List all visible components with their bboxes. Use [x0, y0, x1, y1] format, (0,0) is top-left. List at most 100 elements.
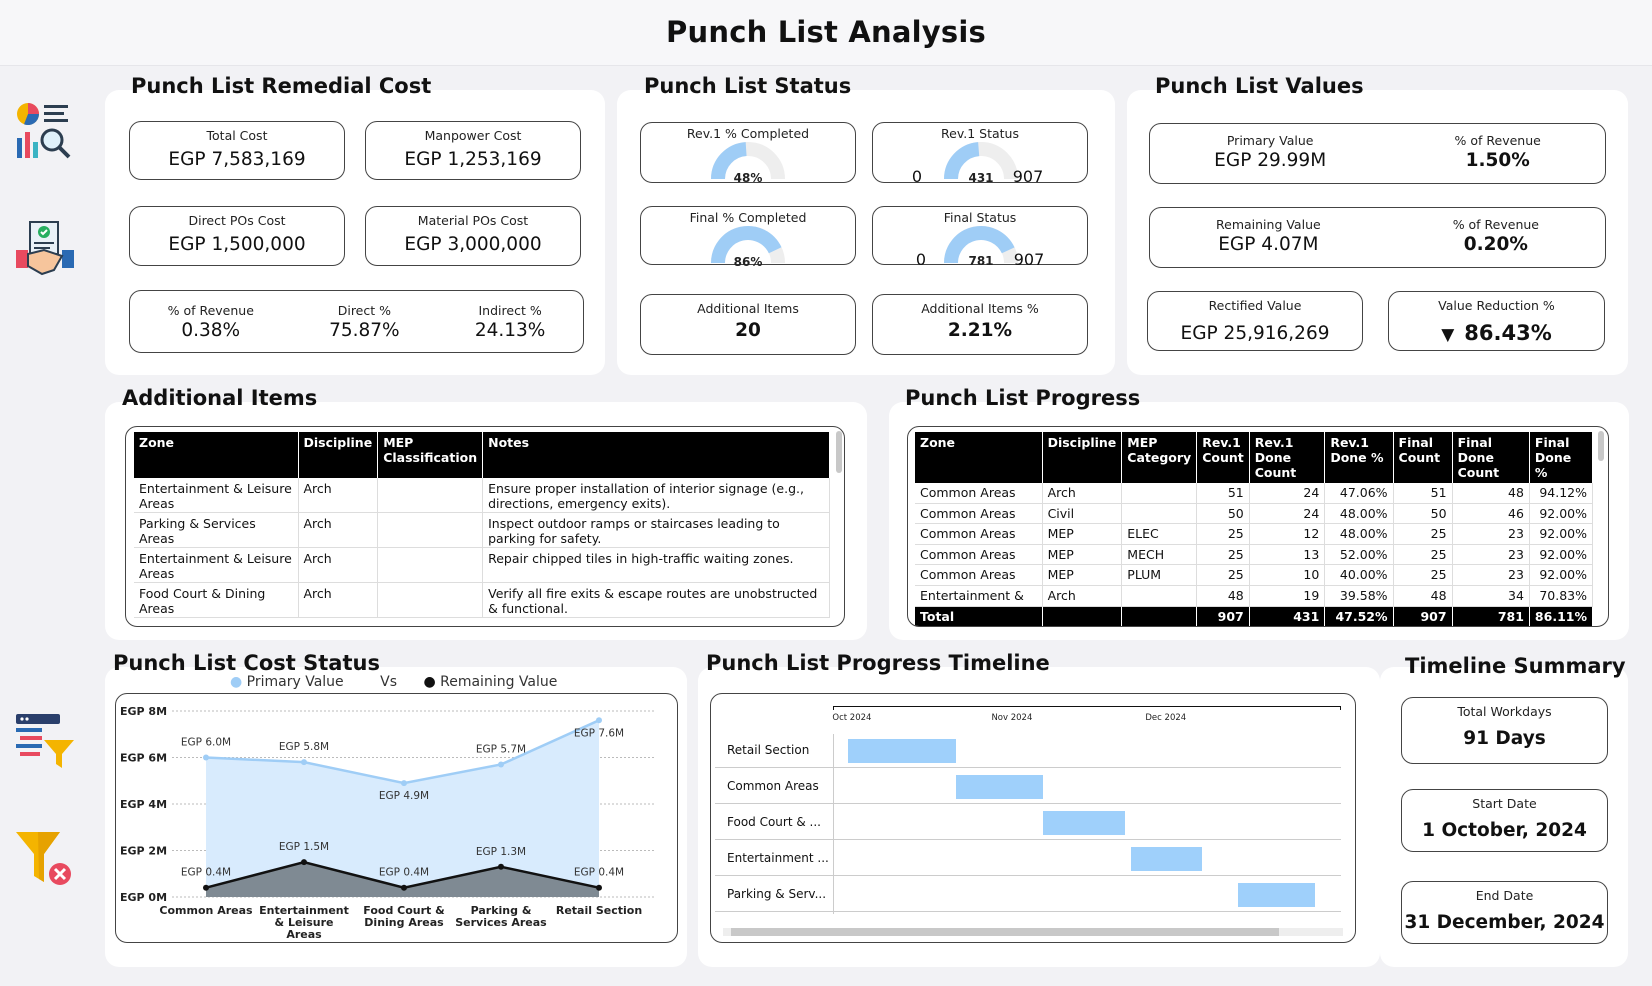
- table-cell: 24: [1249, 483, 1326, 504]
- x-tick-line: Areas: [286, 928, 322, 941]
- table-cell: Entertainment & Leisure Areas: [134, 478, 299, 513]
- gantt-row[interactable]: Food Court & ...: [715, 806, 1341, 842]
- column-header[interactable]: Zone: [134, 432, 299, 478]
- table-row[interactable]: Common Areas MEP MECH 25 13 52.00% 25 23 92.00%: [915, 544, 1594, 566]
- gantt-bar[interactable]: [1130, 847, 1203, 871]
- table-row[interactable]: Entertainment & Leisure Areas Arch Repair …: [134, 547, 830, 583]
- filter-list-icon[interactable]: [14, 710, 76, 772]
- column-header[interactable]: Discipline: [1042, 432, 1123, 483]
- handshake-contract-icon[interactable]: [14, 218, 76, 280]
- table-row[interactable]: Entertainment & Leisure Areas Arch Ensure …: [134, 478, 830, 513]
- horizontal-scrollbar[interactable]: [723, 928, 1343, 936]
- column-header[interactable]: Final Done %: [1529, 432, 1594, 483]
- indirect-pct-label: Indirect %: [478, 303, 542, 318]
- final-completed-gauge: 86%: [711, 226, 785, 269]
- table-cell: 25: [1393, 564, 1453, 586]
- page-title: Punch List Analysis: [666, 15, 986, 49]
- primary-value: EGP 29.99M: [1214, 150, 1327, 171]
- total-cell: 86.11%: [1529, 606, 1594, 626]
- gantt-row-label: Retail Section: [727, 743, 810, 757]
- column-header[interactable]: MEP Category: [1121, 432, 1198, 483]
- table-row[interactable]: Food Court & Dining Areas Arch Verify all …: [134, 582, 830, 618]
- table-cell: 52.00%: [1324, 544, 1394, 566]
- gantt-row[interactable]: Parking & Serv...: [715, 878, 1341, 914]
- table-cell: MEP: [1042, 523, 1123, 545]
- table-cell: Inspect outdoor ramps or staircases lead…: [482, 512, 830, 548]
- column-header[interactable]: Rev.1 Count: [1196, 432, 1250, 483]
- table-cell: Common Areas: [915, 544, 1043, 566]
- additional-items-title: Additional Items: [122, 386, 318, 410]
- gantt-bar[interactable]: [1043, 811, 1126, 835]
- remaining-point: [203, 884, 209, 891]
- direct-pos-value: EGP 1,500,000: [168, 234, 306, 255]
- gauge-min: 0: [912, 167, 922, 185]
- table-cell: 94.12%: [1529, 483, 1594, 504]
- remaining-data-label: EGP 1.3M: [476, 846, 526, 858]
- gantt-row-label: Parking & Serv...: [727, 887, 827, 901]
- month-label: Nov 2024: [991, 713, 1033, 723]
- gantt-bar[interactable]: [848, 739, 957, 763]
- table-cell: [377, 582, 484, 618]
- column-header[interactable]: Final Count: [1393, 432, 1453, 483]
- table-row[interactable]: Parking & Services Areas Arch Inspect outd…: [134, 512, 830, 548]
- table-cell: 51: [1393, 483, 1453, 504]
- rectified-value-card: Rectified Value EGP 25,916,269: [1147, 291, 1363, 351]
- direct-pct-label: Direct %: [337, 303, 391, 318]
- table-cell: [1121, 483, 1198, 504]
- gauge-max: 907: [1013, 167, 1044, 185]
- final-completed-label: Final % Completed: [689, 210, 807, 225]
- cost-status-chart: EGP 0M EGP 2M EGP 4M EGP 6M EGP 8M EGP 6.0M EG…: [115, 693, 678, 943]
- primary-point: [203, 754, 209, 761]
- remaining-point: [498, 863, 504, 870]
- total-cost-card: Total Cost EGP 7,583,169: [129, 121, 345, 180]
- column-header[interactable]: Zone: [915, 432, 1043, 483]
- primary-data-label: EGP 7.6M: [574, 727, 624, 739]
- cost-status-title: Punch List Cost Status: [113, 651, 380, 675]
- table-cell: 25: [1196, 544, 1250, 566]
- table-cell: ELEC: [1121, 523, 1198, 545]
- table-row[interactable]: Entertainment & Arch 48 19 39.58% 48 34 70.83%: [915, 585, 1594, 607]
- rev1-completed-label: Rev.1 % Completed: [686, 126, 810, 141]
- remaining-value-label: Remaining Value: [1216, 217, 1321, 232]
- rev1-completed-card: Rev.1 % Completed 48%: [640, 122, 856, 185]
- analytics-icon[interactable]: [14, 100, 76, 162]
- table-row[interactable]: Common Areas MEP PLUM 25 10 40.00% 25 23 92.00%: [915, 564, 1594, 586]
- gantt-bar[interactable]: [956, 775, 1044, 799]
- direct-pos-label: Direct POs Cost: [188, 213, 286, 228]
- additional-items-pct-value: 2.21%: [947, 320, 1013, 341]
- revenue-split-card: % of Revenue 0.38% Direct % 75.87% Indirec…: [129, 290, 584, 353]
- total-row: Total 907 431 47.52% 907 781 86.11%: [915, 606, 1594, 626]
- column-header[interactable]: Rev.1 Done Count: [1249, 432, 1326, 483]
- primary-point: [498, 761, 504, 768]
- table-row[interactable]: Common Areas Civil 50 24 48.00% 50 46 92.00%: [915, 503, 1594, 525]
- y-tick-label: EGP 8M: [120, 705, 167, 718]
- column-header[interactable]: Rev.1 Done %: [1324, 432, 1394, 483]
- legend-remaining: Remaining Value: [440, 674, 558, 690]
- remaining-point: [596, 884, 602, 891]
- table-scrollbar[interactable]: [1598, 431, 1604, 461]
- rectified-value: EGP 25,916,269: [1180, 323, 1330, 344]
- legend-vs: Vs: [380, 674, 397, 690]
- table-cell: 92.00%: [1529, 523, 1594, 545]
- table-row[interactable]: Common Areas MEP ELEC 25 12 48.00% 25 23 92.00%: [915, 523, 1594, 545]
- clear-filter-icon[interactable]: [14, 828, 76, 890]
- gantt-row[interactable]: Common Areas: [715, 770, 1341, 806]
- column-header[interactable]: Notes: [482, 432, 830, 478]
- table-scrollbar[interactable]: [836, 431, 842, 473]
- table-cell: 19: [1249, 585, 1326, 607]
- table-row[interactable]: Common Areas Arch 51 24 47.06% 51 48 94.12%: [915, 483, 1594, 504]
- final-status-card: Final Status 0 781 907: [872, 206, 1088, 269]
- total-cell: 431: [1249, 606, 1326, 626]
- row-divider: [833, 878, 834, 914]
- gantt-bar[interactable]: [1238, 883, 1316, 907]
- primary-data-label: EGP 6.0M: [181, 737, 231, 749]
- table-cell: Arch: [298, 547, 379, 583]
- gantt-row[interactable]: Entertainment ...: [715, 842, 1341, 878]
- gantt-row[interactable]: Retail Section: [715, 734, 1341, 770]
- remaining-point: [301, 859, 307, 866]
- column-header[interactable]: MEP Classification: [377, 432, 484, 478]
- column-header[interactable]: Final Done Count: [1452, 432, 1530, 483]
- scrollbar-thumb[interactable]: [731, 928, 1279, 936]
- table-cell: 13: [1249, 544, 1326, 566]
- column-header[interactable]: Discipline: [298, 432, 379, 478]
